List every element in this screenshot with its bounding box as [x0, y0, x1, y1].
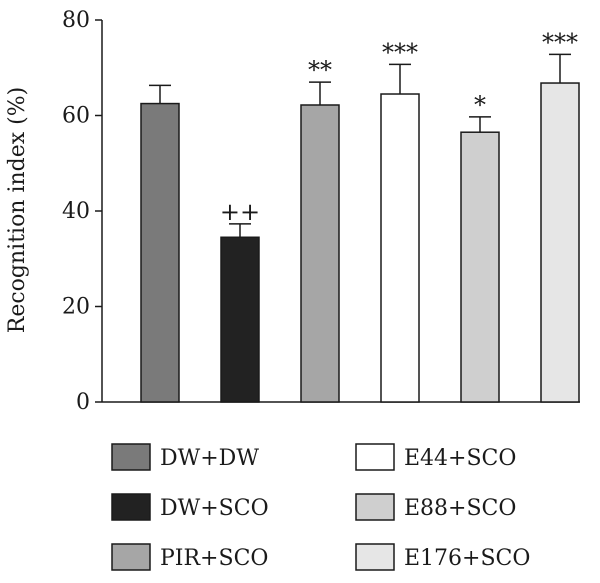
legend-label: PIR+SCO: [160, 546, 268, 571]
y-tick-label: 40: [62, 199, 90, 224]
y-axis-label: Recognition index (%): [5, 87, 30, 334]
significance-label: ++: [220, 198, 260, 226]
y-tick-label: 20: [62, 295, 90, 320]
bar: [140, 102, 180, 403]
y-tick-label: 80: [62, 8, 90, 33]
y-axis: 0 20 40 60 80: [62, 8, 580, 415]
bar: [220, 236, 260, 403]
legend-swatch: [355, 543, 395, 571]
bar: [300, 104, 340, 403]
y-tick-label: 60: [62, 104, 90, 129]
legend-swatch: [111, 443, 151, 471]
legend-label: E88+SCO: [404, 496, 516, 521]
significance-label: **: [308, 56, 332, 84]
legend-label: DW+SCO: [160, 496, 269, 521]
legend-swatch: [111, 543, 151, 571]
legend-label: E44+SCO: [404, 446, 516, 471]
significance-label: ***: [542, 28, 578, 56]
bar: [380, 93, 420, 403]
bars: ++*********: [140, 28, 580, 403]
legend: DW+DW DW+SCO PIR+SCO E44+SCO E88+SCO E176+SCO: [111, 443, 530, 571]
legend-swatch: [111, 493, 151, 521]
significance-label: ***: [382, 38, 418, 66]
legend-label: DW+DW: [160, 446, 259, 471]
legend-swatch: [355, 443, 395, 471]
legend-swatch: [355, 493, 395, 521]
significance-label: *: [474, 91, 486, 119]
bar: [540, 82, 580, 403]
y-tick-label: 0: [76, 390, 90, 415]
legend-label: E176+SCO: [404, 546, 530, 571]
bar: [460, 131, 500, 403]
